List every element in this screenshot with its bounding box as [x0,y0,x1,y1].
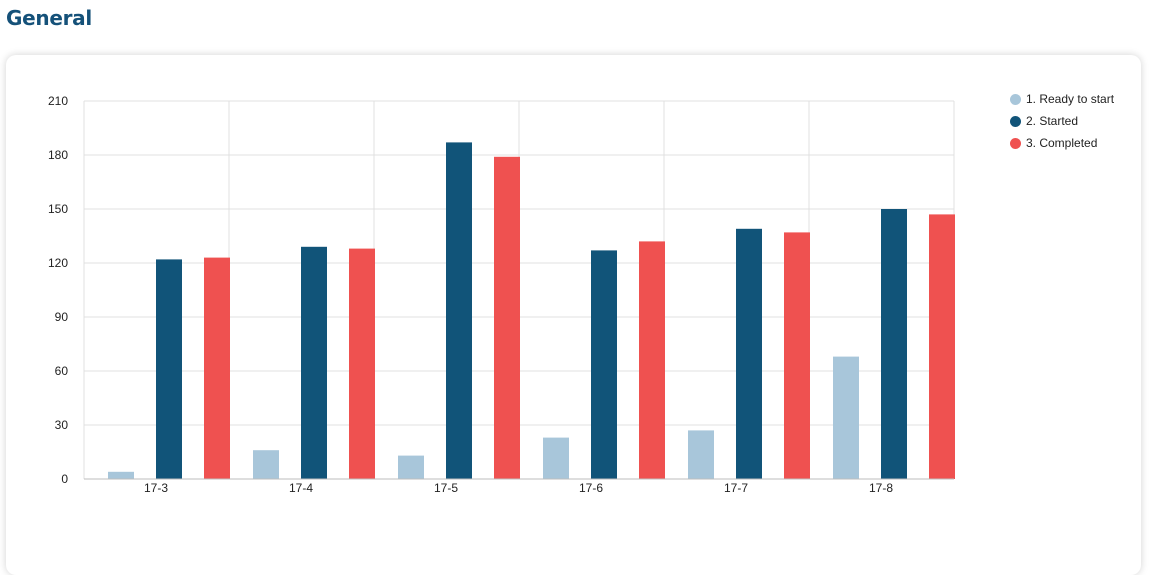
legend-swatch-ready-to-start [1010,93,1021,105]
legend-label-completed: 3. Completed [1026,136,1098,150]
bar-2-started-17-3[interactable] [156,259,182,479]
y-tick-label: 210 [48,94,68,108]
bar-1-ready-to-start-17-7[interactable] [688,430,714,479]
page-title: General [6,6,92,30]
y-tick-label: 0 [61,472,68,486]
x-tick-label: 17-8 [869,481,893,495]
bar-2-started-17-6[interactable] [591,250,617,479]
bar-2-started-17-4[interactable] [301,246,327,479]
bar-chart: 0 30 60 90 120 150 180 210 17-3 17-4 17-5 17-6 17-7 1… [48,94,955,495]
x-tick-label: 17-5 [434,481,458,495]
bar-3-completed-17-5[interactable] [494,156,520,480]
bar-1-ready-to-start-17-6[interactable] [543,437,569,479]
bar-2-started-17-8[interactable] [881,209,907,479]
legend-label-started: 2. Started [1026,114,1079,128]
y-tick-label: 90 [55,310,69,324]
y-tick-label: 150 [48,202,68,216]
y-tick-label: 120 [48,256,68,270]
bar-1-ready-to-start-17-5[interactable] [398,455,424,479]
chart-bars [108,142,955,480]
legend-item-completed[interactable]: 3. Completed [1010,132,1114,154]
bar-3-completed-17-3[interactable] [204,257,230,479]
bar-2-started-17-7[interactable] [736,228,762,479]
y-tick-label: 30 [55,418,69,432]
y-tick-label: 60 [55,364,69,378]
bar-3-completed-17-4[interactable] [349,248,375,479]
bar-1-ready-to-start-17-3[interactable] [108,471,134,479]
y-tick-label: 180 [48,148,68,162]
legend-label-ready-to-start: 1. Ready to start [1026,92,1115,106]
x-tick-label: 17-6 [579,481,603,495]
bar-3-completed-17-8[interactable] [929,214,955,479]
x-tick-label: 17-4 [289,481,313,495]
x-tick-label: 17-7 [724,481,748,495]
chart-legend: 1. Ready to start 2. Started 3. Complete… [1010,88,1114,154]
bar-3-completed-17-7[interactable] [784,232,810,479]
bar-1-ready-to-start-17-4[interactable] [253,450,279,479]
legend-swatch-started [1010,115,1021,127]
x-tick-label: 17-3 [144,481,168,495]
bar-3-completed-17-6[interactable] [639,241,665,479]
legend-item-ready-to-start[interactable]: 1. Ready to start [1010,88,1114,110]
chart-axes: 0 30 60 90 120 150 180 210 17-3 17-4 17-5 17-6 17-7 1… [48,94,954,495]
bar-1-ready-to-start-17-8[interactable] [833,356,859,479]
bar-2-started-17-5[interactable] [446,142,472,479]
legend-item-started[interactable]: 2. Started [1010,110,1114,132]
legend-swatch-completed [1010,137,1021,149]
